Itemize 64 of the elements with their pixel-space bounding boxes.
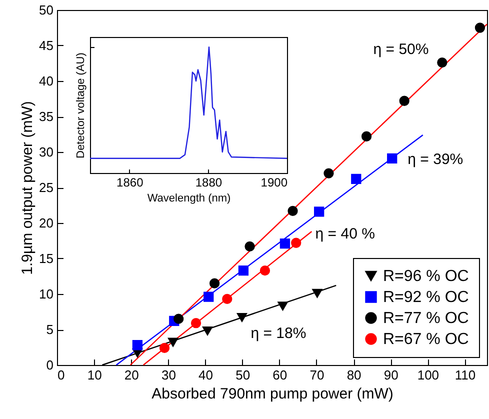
point [236, 312, 248, 322]
x-tick-label: 60 [272, 368, 288, 382]
legend-label: R=77 % OC [383, 310, 469, 327]
point [351, 174, 362, 184]
x-tick-label: 30 [161, 368, 176, 382]
point [361, 131, 372, 142]
point [260, 266, 270, 276]
point [314, 206, 324, 217]
annotation: η = 40 % [315, 226, 375, 243]
x-tick-label: 80 [346, 368, 362, 382]
y-tick-label: 0 [46, 358, 54, 372]
y-tick-label: 25 [39, 180, 54, 195]
point [190, 318, 202, 328]
annotation: η = 50% [373, 41, 429, 58]
point [387, 153, 398, 164]
y-axis-title: Detector voltage (AU) [75, 52, 87, 158]
point [132, 340, 143, 350]
x-axis-title: Wavelength (nm) [147, 192, 231, 204]
x-tick-label: 10 [87, 368, 102, 382]
x-tick-label: 1860 [116, 176, 144, 190]
x-tick-label: 1880 [195, 176, 222, 190]
point [278, 302, 288, 311]
point [280, 238, 290, 249]
y-tick-label: 30 [39, 144, 54, 160]
annotation: η = 18% [250, 325, 306, 342]
x-tick-label: 90 [384, 368, 398, 382]
point [244, 241, 255, 252]
x-tick-label: 1900 [260, 176, 288, 190]
point [204, 292, 214, 302]
point [159, 342, 170, 354]
x-tick-label: 50 [236, 368, 250, 382]
y-axis-title: 1.9µm output power (mW) [19, 101, 36, 275]
y-tick-label: 40 [39, 74, 54, 88]
point [291, 238, 302, 248]
point [209, 278, 220, 288]
y-tick-label: 15 [39, 251, 54, 266]
point [174, 314, 184, 324]
point [324, 168, 334, 178]
point [399, 96, 410, 106]
legend-label: R=96 % OC [383, 268, 469, 285]
point [222, 294, 232, 304]
y-tick-label: 35 [39, 109, 54, 124]
point [312, 288, 322, 298]
point [168, 338, 178, 347]
x-tick-label: 110 [454, 368, 476, 382]
annotation: η = 39% [408, 151, 464, 168]
x-tick-label: 40 [198, 368, 214, 382]
y-tick-label: 5 [46, 322, 54, 337]
y-tick-label: 10 [39, 286, 54, 302]
legend-label: R=67 % OC [383, 331, 469, 348]
x-tick-label: 20 [124, 368, 139, 382]
point [238, 266, 249, 276]
point [288, 206, 298, 216]
x-tick-label: 100 [417, 368, 440, 382]
y-tick-label: 50 [39, 2, 54, 18]
x-tick-label: 70 [310, 368, 324, 382]
point [202, 326, 213, 336]
point [474, 22, 486, 33]
y-tick-label: 45 [39, 38, 54, 53]
point [437, 57, 448, 68]
legend-label: R=92 % OC [383, 289, 469, 306]
y-tick-label: 20 [39, 216, 54, 230]
x-axis-title: Absorbed 790nm pump power (mW) [152, 386, 394, 402]
x-tick-label: 0 [58, 368, 65, 382]
